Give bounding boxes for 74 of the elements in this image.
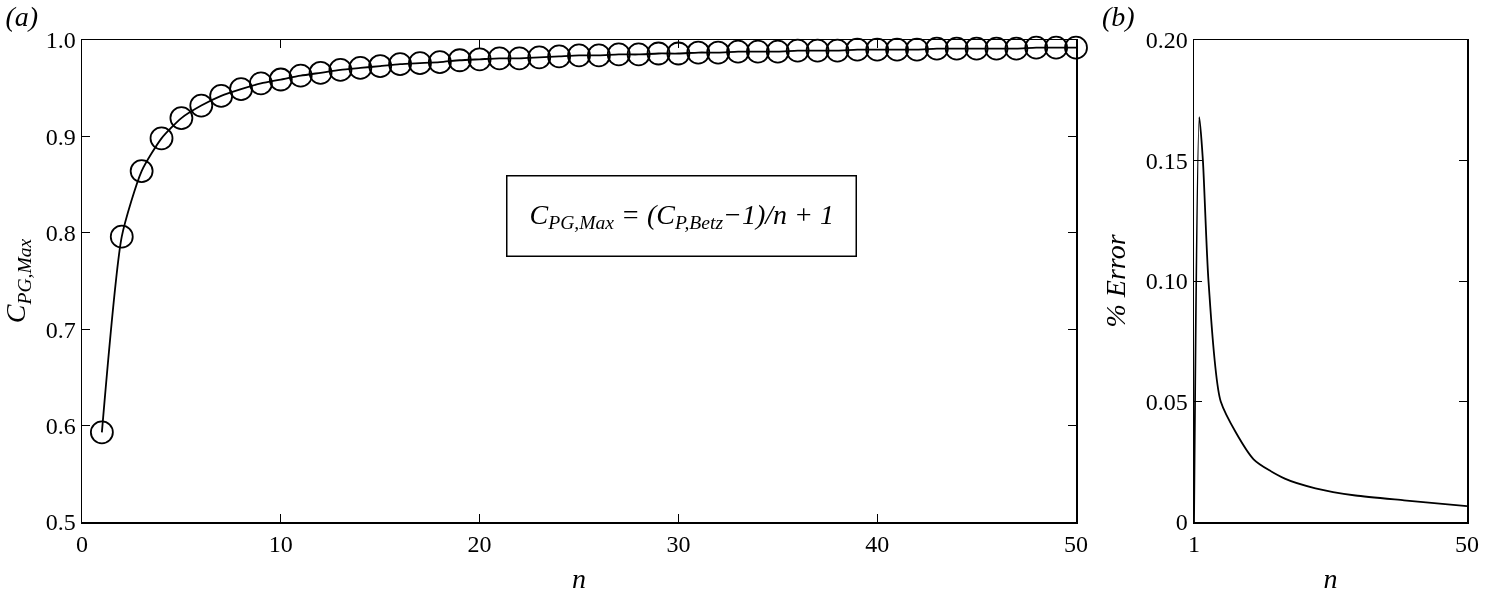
point (825, 38, 850, 63)
point (1044, 35, 1069, 60)
point (288, 63, 313, 88)
point (129, 159, 154, 183)
point (746, 39, 770, 64)
point (169, 106, 194, 130)
point (964, 36, 989, 61)
chart-title: (b) (1101, 0, 1135, 32)
point (567, 43, 591, 68)
point (109, 224, 134, 249)
point (984, 36, 1009, 61)
y-axis-title: % Error (1100, 234, 1131, 328)
point (646, 41, 671, 66)
point (507, 46, 532, 71)
y-tick-label: 0.9 (45, 123, 76, 150)
y-tick-label: 0.5 (45, 509, 76, 536)
x-tick-label: 40 (865, 531, 890, 558)
point (189, 93, 214, 118)
point (865, 37, 890, 62)
y-tick-label: 0.20 (1145, 27, 1188, 54)
point (765, 39, 790, 64)
point (885, 37, 909, 62)
point (447, 48, 472, 73)
y-tick-label: 0 (1175, 509, 1188, 536)
y-tick-label: 0.05 (1145, 388, 1188, 415)
point (368, 54, 393, 78)
annotation: C$_{PG,Max}$ = (C$_{P,Betz}$−1)/n + 1 (529, 198, 834, 234)
point (944, 36, 969, 61)
x-tick-label: 10 (268, 531, 293, 558)
point (268, 67, 293, 92)
point (586, 43, 611, 68)
point (686, 40, 711, 65)
y-tick-label: 1.0 (45, 27, 76, 54)
point (706, 40, 731, 65)
point (527, 45, 552, 70)
point (547, 44, 572, 69)
x-tick-label: 50 (1455, 531, 1479, 558)
y-tick-label: 0.6 (45, 413, 76, 439)
point (785, 38, 810, 63)
point (149, 126, 174, 151)
y-tick-label: 0.8 (45, 220, 76, 247)
point (388, 52, 412, 76)
point (487, 46, 512, 71)
point (626, 42, 651, 67)
x-tick-label: 50 (1064, 531, 1088, 558)
y-tick-label: 0.15 (1145, 147, 1188, 174)
x-tick-label: 1 (1188, 531, 1200, 558)
point (845, 37, 870, 62)
point (308, 60, 333, 85)
y-tick-label: 0.10 (1145, 268, 1188, 295)
point (408, 51, 432, 76)
point (229, 77, 253, 102)
point (249, 71, 273, 96)
point (606, 42, 631, 67)
point (666, 41, 691, 66)
x-tick-label: 20 (467, 531, 492, 558)
point (905, 37, 929, 62)
point (348, 56, 373, 80)
point (328, 57, 353, 82)
point (805, 38, 830, 63)
point (467, 47, 492, 72)
point (427, 50, 452, 75)
x-axis-title: n (1323, 563, 1338, 595)
point (209, 84, 234, 108)
chart-title: (a) (5, 0, 39, 32)
point (1024, 35, 1049, 60)
point (924, 36, 949, 61)
x-axis-title: n (572, 563, 586, 595)
x-tick-label: 30 (666, 531, 691, 558)
point (89, 420, 114, 445)
point (1004, 36, 1029, 61)
y-tick-label: 0.7 (45, 316, 76, 343)
point (1064, 35, 1088, 60)
point (726, 39, 750, 64)
